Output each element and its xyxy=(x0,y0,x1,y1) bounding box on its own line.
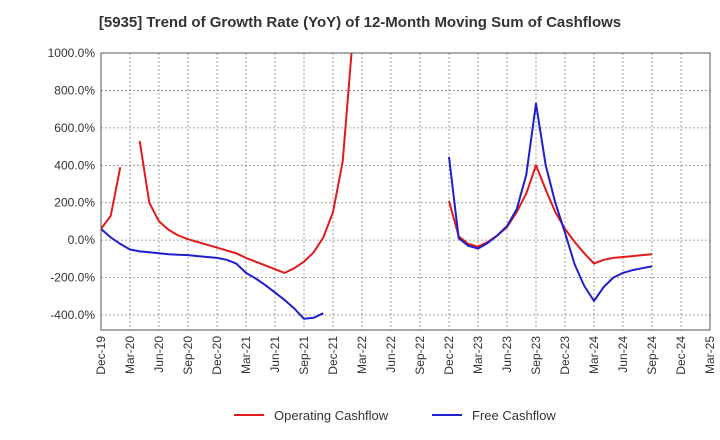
series-line-free-cashflow xyxy=(101,228,324,320)
x-tick-label: Dec-19 xyxy=(94,336,108,375)
chart-title: [5935] Trend of Growth Rate (YoY) of 12-… xyxy=(98,14,622,31)
series-line-operating-cashflow xyxy=(101,167,122,230)
x-tick-label: Mar-20 xyxy=(123,336,137,374)
y-tick-label: 600.0% xyxy=(54,121,95,135)
y-tick-label: 1000.0% xyxy=(48,46,96,60)
x-tick-label: Sep-21 xyxy=(297,336,311,375)
legend: Operating Cashflow Free Cashflow xyxy=(234,408,556,423)
series-layer xyxy=(101,53,653,320)
plot-area xyxy=(101,53,710,330)
y-tick-label: 400.0% xyxy=(54,158,95,172)
y-tick-label: 200.0% xyxy=(54,196,95,210)
x-tick-label: Mar-21 xyxy=(239,336,253,374)
x-tick-label: Jun-20 xyxy=(152,336,166,373)
x-tick-label: Mar-22 xyxy=(355,336,369,374)
y-tick-label: 0.0% xyxy=(68,233,96,247)
y-tick-label: -200.0% xyxy=(50,271,95,285)
x-tick-label: Mar-23 xyxy=(471,336,485,374)
x-tick-label: Sep-22 xyxy=(413,336,427,375)
series-line-operating-cashflow xyxy=(448,164,653,265)
y-tick-label: 800.0% xyxy=(54,83,95,97)
x-tick-label: Sep-23 xyxy=(529,336,543,375)
y-tick-label: -400.0% xyxy=(50,308,95,322)
x-tick-label: Dec-21 xyxy=(326,336,340,375)
legend-label: Free Cashflow xyxy=(472,408,556,423)
x-tick-label: Dec-23 xyxy=(558,336,572,375)
x-tick-label: Mar-24 xyxy=(587,336,601,374)
x-tick-label: Dec-24 xyxy=(674,336,688,375)
axes: -400.0% -200.0% 0.0% 200.0% 400.0% 600.0% 800.… xyxy=(48,46,717,375)
x-tick-label: Jun-24 xyxy=(616,336,630,373)
x-tick-label: Dec-20 xyxy=(210,336,224,375)
x-tick-label: Sep-24 xyxy=(645,336,659,375)
legend-label: Operating Cashflow xyxy=(274,408,389,423)
x-tick-label: Jun-23 xyxy=(500,336,514,373)
plot-border xyxy=(100,52,711,331)
x-tick-label: Dec-22 xyxy=(442,336,456,375)
x-tick-label: Sep-20 xyxy=(181,336,195,375)
series-line-free-cashflow xyxy=(448,102,653,302)
x-tick-label: Mar-25 xyxy=(703,336,717,374)
x-tick-label: Jun-21 xyxy=(268,336,282,373)
x-tick-label: Jun-22 xyxy=(384,336,398,373)
series-line-operating-cashflow xyxy=(138,53,353,274)
